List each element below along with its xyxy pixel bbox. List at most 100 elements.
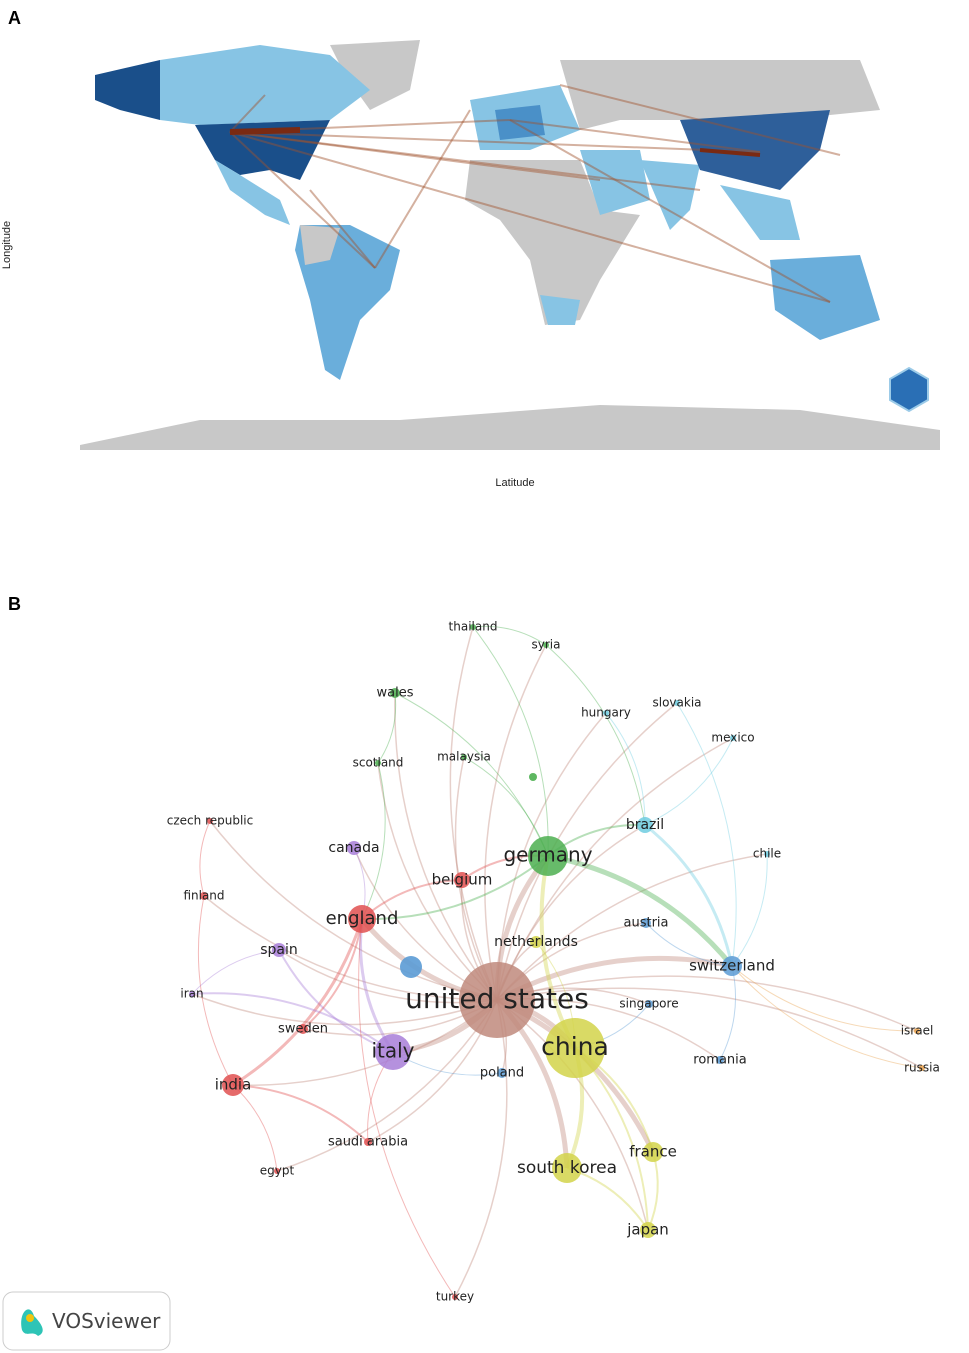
edge: [302, 918, 363, 1030]
edge: [361, 762, 386, 920]
node-label: romania: [693, 1053, 746, 1068]
node-label: spain: [260, 942, 298, 958]
edge: [645, 922, 733, 967]
node: [375, 760, 381, 766]
node: [529, 773, 537, 781]
node-label: iran: [180, 987, 203, 1001]
node: [764, 851, 770, 857]
node-label: netherlands: [494, 934, 578, 950]
node-label: brazil: [626, 817, 664, 833]
edge: [496, 702, 678, 1001]
vosviewer-logo: VOSviewer: [2, 1291, 171, 1351]
edge: [605, 712, 646, 826]
node-label: sweden: [278, 1022, 328, 1037]
edge: [358, 918, 456, 1298]
edge: [209, 820, 498, 1001]
edge: [203, 895, 498, 1001]
node: [470, 624, 476, 630]
node: [641, 918, 651, 928]
edge: [191, 992, 394, 1053]
node-label: syria: [532, 638, 561, 652]
edge: [496, 853, 768, 1001]
node-label: india: [215, 1076, 252, 1094]
node: [643, 1142, 663, 1162]
edge: [232, 918, 364, 1087]
node-label: egypt: [260, 1164, 295, 1178]
edge: [731, 965, 923, 1069]
node-label: russia: [904, 1061, 940, 1075]
node: [461, 754, 467, 760]
edge: [191, 949, 280, 995]
node-label: czech republic: [167, 814, 253, 828]
panel-label: A: [8, 8, 21, 28]
edge: [647, 1151, 659, 1231]
node: [364, 1138, 372, 1146]
node-label: mexico: [711, 731, 754, 745]
edge: [199, 820, 211, 897]
node-label: finland: [183, 889, 224, 903]
edge: [545, 644, 646, 826]
edge: [644, 737, 734, 826]
node: [400, 956, 422, 978]
edge: [496, 737, 734, 1001]
node: [274, 1168, 280, 1174]
node: [545, 1018, 605, 1078]
node: [603, 710, 609, 716]
node: [919, 1065, 925, 1071]
node: [459, 962, 535, 1038]
edge: [731, 965, 918, 1032]
node-label: thailand: [449, 620, 498, 634]
node-label: israel: [901, 1024, 934, 1038]
node: [914, 1028, 920, 1034]
node: [722, 956, 742, 976]
network-nodes: united states china germany italy england sou…: [167, 620, 940, 1304]
node: [189, 991, 195, 997]
logo-text: VOSviewer: [52, 1309, 161, 1333]
node: [207, 818, 213, 824]
node-label: singapore: [619, 997, 678, 1011]
node: [454, 872, 470, 888]
node-label: switzerland: [689, 957, 775, 975]
node-label: belgium: [432, 871, 493, 889]
edge: [394, 692, 498, 1001]
node: [640, 1222, 656, 1238]
edge: [278, 949, 394, 1053]
node-label: turkey: [436, 1290, 474, 1304]
edge: [644, 823, 734, 967]
edge: [394, 692, 549, 857]
node: [530, 936, 542, 948]
axis-label: Longitude: [1, 221, 13, 269]
node: [200, 892, 208, 900]
node-label: france: [629, 1143, 677, 1161]
node-label: scotland: [353, 756, 404, 770]
node: [222, 1074, 244, 1096]
node-label: japan: [626, 1221, 669, 1239]
node: [347, 841, 361, 855]
node: [730, 735, 736, 741]
node-label: austria: [624, 916, 669, 931]
node-label: poland: [480, 1066, 524, 1081]
edge: [472, 625, 547, 646]
node-label: italy: [371, 1039, 414, 1063]
edge: [191, 993, 498, 1026]
node: [375, 1034, 411, 1070]
node-label: hungary: [581, 706, 631, 720]
edge: [472, 626, 549, 857]
edge: [232, 1084, 369, 1143]
node: [497, 1068, 507, 1078]
axis-label: Latitude: [495, 477, 534, 489]
node-label: south korea: [517, 1158, 617, 1178]
edge: [676, 702, 737, 967]
node-label: wales: [377, 686, 414, 701]
edge: [496, 987, 923, 1069]
network-edges: [191, 625, 923, 1298]
node: [348, 905, 376, 933]
edge: [496, 975, 918, 1032]
node-label: england: [326, 908, 399, 929]
edge: [547, 853, 734, 968]
node-label: united states: [405, 982, 589, 1015]
node-label: malaysia: [437, 750, 491, 764]
world-map: [80, 40, 940, 450]
node: [552, 1153, 582, 1183]
